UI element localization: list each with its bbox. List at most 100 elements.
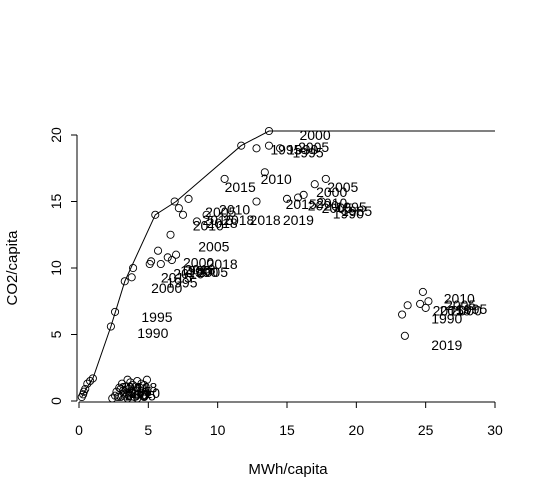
year-label: 1990 (431, 311, 462, 327)
data-point (174, 204, 183, 213)
data-point (123, 375, 132, 384)
data-point (276, 144, 285, 153)
year-label: 2005 (197, 264, 228, 280)
data-point (127, 273, 136, 282)
data-point (133, 376, 142, 386)
data-point (421, 303, 430, 312)
year-label: 2015 (286, 196, 317, 212)
year-label: 1990 (287, 142, 318, 158)
year-label: 2018 (223, 212, 254, 228)
data-point (88, 374, 97, 383)
year-label: 1995 (336, 199, 367, 215)
data-point (163, 253, 172, 262)
data-point (116, 384, 125, 394)
data-point (113, 392, 122, 402)
data-point (108, 394, 117, 403)
data-point (252, 197, 261, 206)
year-label: 2015 (121, 384, 152, 400)
year-label: 1995 (293, 144, 324, 160)
year-label: 1985 (341, 203, 372, 219)
data-point (403, 301, 412, 310)
x-tick-label: 20 (349, 422, 365, 438)
data-point (264, 126, 274, 136)
x-tick-label: 25 (418, 422, 434, 438)
data-point (398, 310, 407, 319)
data-point (260, 168, 269, 177)
data-point (252, 144, 261, 153)
data-point (264, 141, 274, 150)
data-point (138, 391, 147, 400)
year-label: 2010 (193, 217, 224, 233)
data-point (202, 210, 211, 219)
year-label: 2010 (261, 171, 292, 187)
year-label: 2018 (250, 212, 281, 228)
year-label: 2020 (308, 197, 339, 213)
data-point (153, 246, 163, 255)
year-label: 2010 (129, 385, 160, 401)
year-label: 1995 (270, 142, 301, 158)
data-point (142, 375, 151, 384)
data-points (77, 126, 433, 403)
x-tick-label: 0 (75, 422, 83, 438)
year-label: 2005 (198, 239, 229, 255)
data-point (83, 379, 92, 388)
data-point (120, 277, 129, 286)
frontier-line (81, 130, 495, 398)
data-point (220, 174, 229, 183)
data-point (299, 190, 308, 199)
x-tick-label: 15 (279, 422, 295, 438)
year-label: 2018 (440, 303, 471, 319)
year-label: 2015 (433, 303, 464, 319)
year-label: 2010 (173, 265, 204, 281)
y-tick-label: 15 (48, 194, 64, 210)
year-label: 2015 (161, 269, 192, 285)
data-point (170, 197, 179, 206)
y-ticks: 0 5 10 15 20 (48, 127, 77, 405)
year-label: 1990 (333, 205, 364, 221)
x-tick-label: 30 (487, 422, 503, 438)
year-label: 1995 (141, 309, 172, 325)
data-point (167, 255, 176, 265)
data-point (156, 259, 165, 269)
data-point (145, 259, 154, 269)
x-ticks: 0 5 10 15 20 25 30 (75, 402, 503, 438)
year-label: 2005 (205, 204, 236, 220)
year-label: 2010 (219, 201, 250, 217)
data-point (124, 391, 133, 400)
year-label: 2015 (225, 179, 256, 195)
data-point (424, 297, 433, 306)
data-point (321, 174, 330, 183)
year-label: 1995 (166, 275, 197, 291)
data-point (416, 299, 425, 308)
data-point (135, 383, 145, 392)
data-point (141, 387, 150, 396)
year-label: 2000 (299, 127, 330, 143)
year-label: 2000 (118, 386, 149, 402)
year-label: 2005 (445, 297, 476, 313)
year-label: 2010 (316, 195, 347, 211)
year-label: 2019 (283, 212, 314, 228)
data-point (282, 194, 292, 203)
data-point (317, 197, 326, 206)
y-axis-label: CO2/capita (4, 230, 21, 306)
year-label: 2000 (151, 280, 182, 296)
data-point (294, 193, 303, 202)
data-point (310, 180, 319, 189)
year-label: 1985 (180, 263, 211, 279)
data-point (400, 331, 409, 340)
x-tick-label: 5 (144, 422, 152, 438)
x-axis-label: MWh/capita (248, 461, 328, 478)
year-label: 2005 (327, 179, 358, 195)
y-tick-label: 5 (48, 330, 64, 338)
year-label: 2018 (207, 215, 238, 231)
year-label: 2015 (202, 212, 233, 228)
y-tick-label: 20 (48, 127, 64, 143)
data-point (192, 217, 201, 226)
year-label: 2010 (119, 380, 150, 396)
data-point (151, 210, 160, 219)
data-point (418, 287, 427, 296)
year-label: 2000 (316, 184, 347, 200)
y-tick-label: 0 (48, 397, 64, 405)
data-point (184, 194, 193, 203)
